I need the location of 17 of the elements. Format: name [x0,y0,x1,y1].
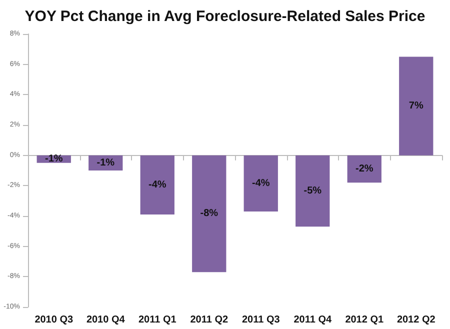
chart-title: YOY Pct Change in Avg Foreclosure-Related Sales Price [24,8,426,25]
x-tick-label: 2010 Q3 [34,314,74,326]
data-label: -4% [148,179,166,190]
x-tick-label: 2012 Q1 [345,314,384,326]
data-label: 7% [408,100,424,112]
x-tick-label: 2011 Q1 [138,314,177,326]
x-tick-label: 2011 Q3 [242,314,280,326]
data-label: -8% [200,208,218,220]
data-label: -4% [252,178,270,189]
x-tick-label: 2011 Q4 [294,314,332,326]
data-label: -2% [355,163,374,174]
data-label: -1% [44,154,63,165]
x-tick-label: 2012 Q2 [396,314,436,326]
data-label: -1% [96,157,115,168]
x-tick-label: 2011 Q2 [190,314,228,326]
x-tick-label: 2010 Q4 [86,314,126,326]
data-label: -5% [304,185,322,196]
